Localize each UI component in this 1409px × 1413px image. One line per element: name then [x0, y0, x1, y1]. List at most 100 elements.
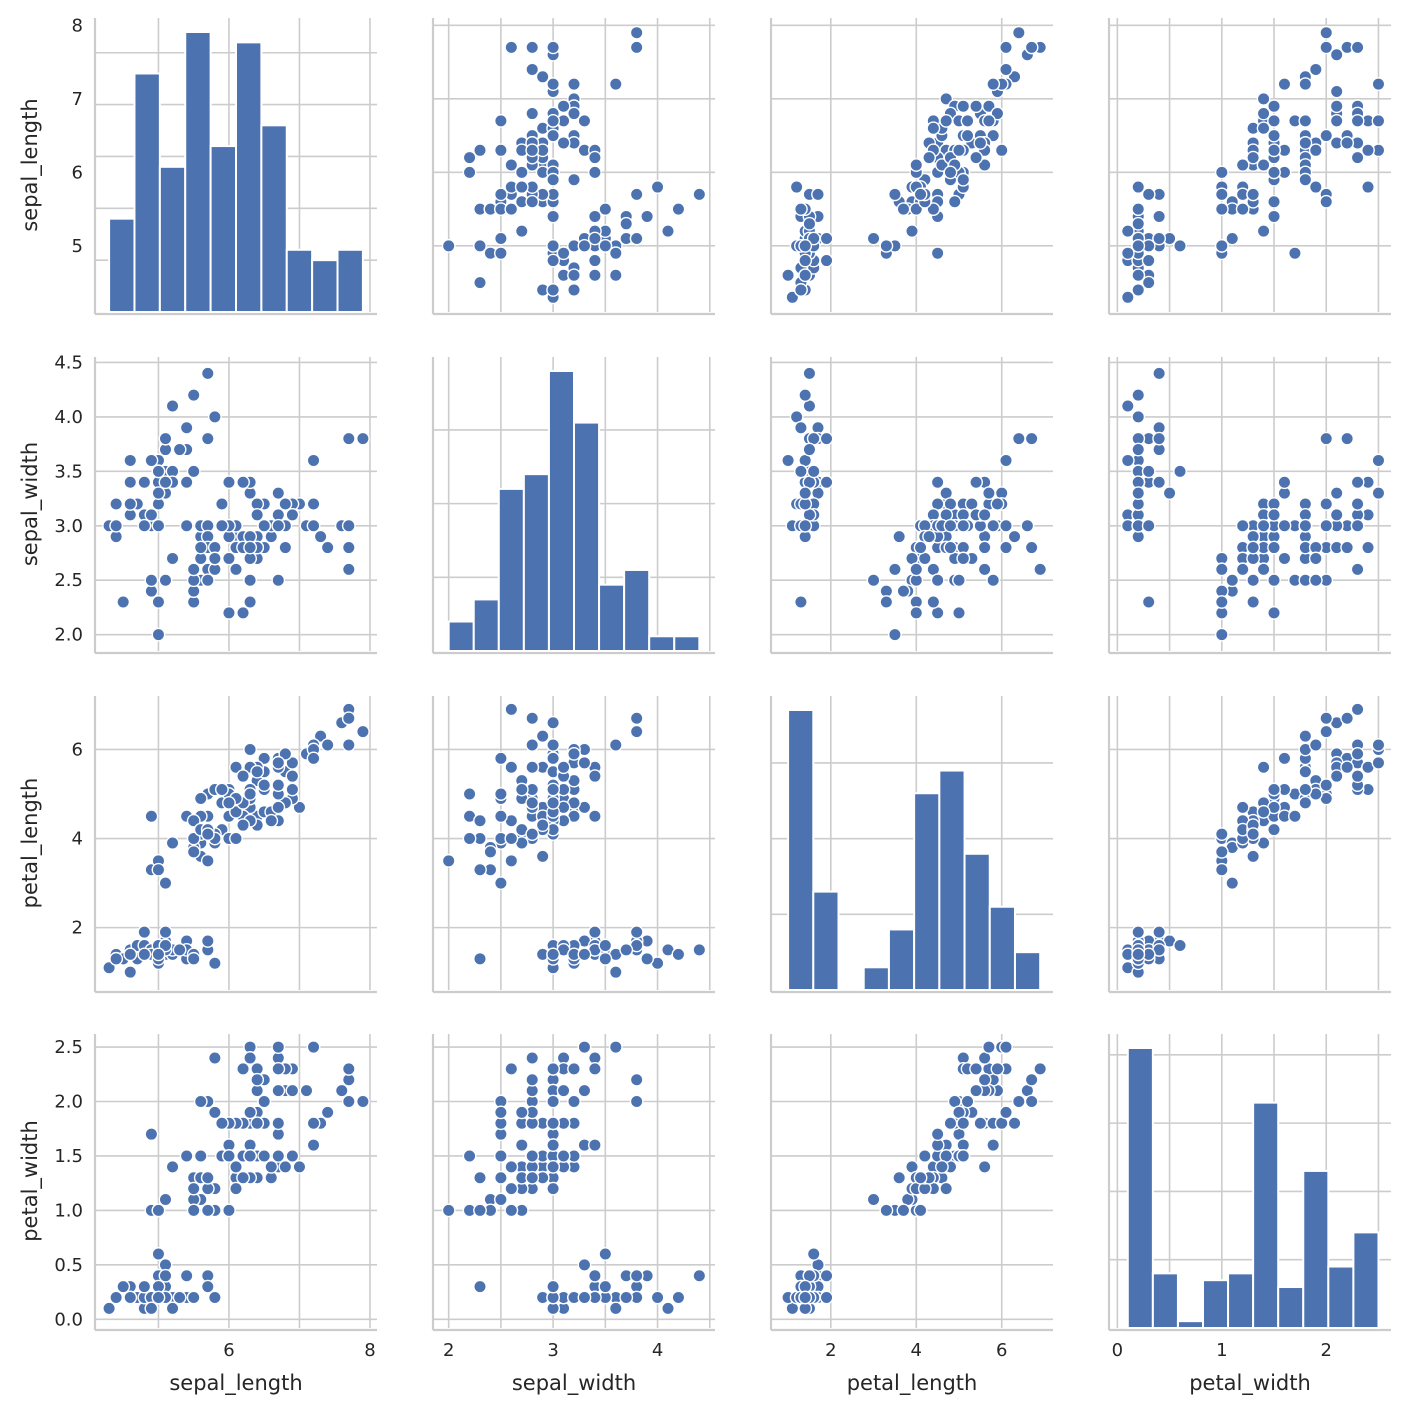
scatter-point — [186, 831, 201, 846]
scatter-point — [1277, 751, 1292, 766]
scatter-point — [1319, 711, 1334, 726]
scatter-point — [1350, 114, 1365, 128]
scatter-point — [692, 1268, 707, 1283]
scatter-point — [341, 562, 356, 577]
scatter-point — [236, 818, 250, 833]
scatter-point — [144, 1301, 159, 1316]
histogram-bar — [623, 568, 651, 653]
scatter-point — [1256, 518, 1271, 533]
scatter-point — [798, 1290, 813, 1305]
scatter-point — [1235, 518, 1250, 533]
scatter-point — [1340, 760, 1355, 775]
x-tick-label: 2 — [825, 1340, 836, 1361]
scatter-point — [977, 1159, 992, 1174]
scatter-point — [1120, 246, 1135, 261]
histogram-bar — [1252, 1101, 1280, 1330]
scatter-point — [271, 755, 286, 770]
scatter-point — [473, 951, 487, 966]
scatter-point — [629, 1268, 644, 1283]
scatter-point — [186, 951, 201, 966]
scatter-point — [819, 253, 834, 268]
scatter-point — [535, 729, 550, 743]
x-tick-label: 3 — [547, 1340, 558, 1361]
x-axis-label: sepal_width — [512, 1371, 636, 1396]
scatter-point — [629, 1072, 644, 1087]
x-tick-label: 6 — [996, 1340, 1007, 1361]
scatter-point — [577, 1257, 592, 1272]
scatter-point — [1246, 573, 1261, 588]
scatter-point — [1298, 172, 1313, 187]
scatter-point — [866, 1192, 881, 1207]
scatter-point — [930, 573, 945, 588]
scatter-point — [806, 464, 821, 479]
scatter-point — [947, 194, 962, 209]
scatter-point — [1131, 238, 1146, 253]
scatter-point — [1329, 47, 1344, 62]
scatter-point — [1329, 507, 1344, 522]
scatter-point — [493, 114, 508, 128]
x-tick-label: 2 — [443, 1340, 454, 1361]
scatter-point — [671, 1290, 686, 1305]
scatter-point — [222, 605, 236, 620]
scatter-point — [504, 1203, 519, 1218]
scatter-point — [1277, 77, 1292, 92]
scatter-point — [144, 1127, 159, 1142]
scatter-point — [1371, 755, 1386, 770]
scatter-point — [504, 702, 519, 717]
scatter-point — [514, 165, 529, 180]
scatter-point — [587, 925, 602, 939]
scatter-point — [1141, 187, 1156, 202]
histogram-bar — [336, 248, 364, 313]
scatter-point — [1298, 77, 1313, 92]
histogram-bar — [1302, 1169, 1330, 1330]
panel-sepal_length-vs-sepal_width — [431, 18, 715, 316]
scatter-point — [144, 573, 159, 588]
scatter-point — [926, 202, 941, 217]
panel-petal_length-vs-sepal_width — [431, 696, 715, 994]
scatter-point — [1256, 804, 1271, 819]
scatter-point — [798, 238, 813, 253]
scatter-point — [969, 150, 983, 165]
scatter-point — [1361, 180, 1375, 194]
scatter-point — [629, 231, 644, 246]
scatter-point — [1267, 822, 1281, 837]
scatter-point — [222, 475, 236, 490]
scatter-point — [608, 1301, 623, 1316]
scatter-point — [1020, 518, 1035, 533]
scatter-point — [629, 187, 644, 202]
scatter-point — [1007, 69, 1022, 84]
scatter-point — [930, 475, 945, 490]
scatter-point — [1033, 562, 1048, 577]
scatter-point — [1361, 143, 1375, 158]
scatter-point — [473, 143, 487, 158]
scatter-point — [257, 1149, 272, 1163]
scatter-point — [798, 253, 813, 268]
scatter-point — [525, 1072, 540, 1087]
scatter-point — [493, 751, 508, 766]
scatter-point — [200, 1279, 215, 1294]
scatter-point — [158, 431, 173, 446]
scatter-point — [229, 831, 243, 846]
scatter-point — [1298, 764, 1313, 779]
histogram-bar — [862, 966, 890, 992]
scatter-point — [193, 1094, 208, 1109]
scatter-point — [222, 551, 236, 566]
histogram-bar — [447, 620, 475, 652]
scatter-point — [151, 1247, 166, 1261]
scatter-point — [504, 1061, 519, 1076]
scatter-point — [798, 518, 813, 533]
scatter-point — [629, 711, 644, 726]
scatter-point — [1152, 925, 1167, 939]
scatter-point — [546, 1138, 561, 1152]
histogram-bar — [913, 792, 941, 991]
scatter-point — [956, 172, 971, 187]
scatter-point — [1319, 724, 1334, 739]
scatter-point — [207, 1051, 222, 1065]
scatter-point — [943, 540, 958, 555]
panel-petal_width-vs-sepal_length: 0.0 0.5 1.0 1.5 2.0 2.5 petal_width 6 8 sepal_len… — [18, 1034, 377, 1396]
scatter-point — [236, 605, 250, 620]
scatter-point — [1308, 573, 1323, 588]
scatter-point — [200, 366, 215, 381]
scatter-point — [888, 627, 902, 642]
histogram-bar — [1151, 1272, 1179, 1329]
